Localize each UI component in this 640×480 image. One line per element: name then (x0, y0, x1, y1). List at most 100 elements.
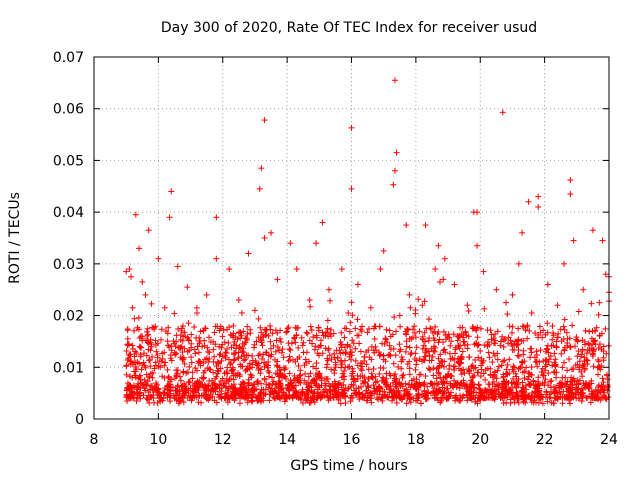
data-point (356, 340, 363, 347)
data-point (561, 359, 568, 366)
data-point (201, 367, 208, 374)
data-point (502, 335, 509, 342)
data-point (561, 347, 568, 354)
data-point (392, 383, 399, 390)
data-point (286, 370, 293, 377)
data-point (523, 364, 530, 371)
data-point (244, 330, 251, 337)
data-point (579, 373, 586, 380)
data-point (148, 300, 155, 307)
data-point (397, 323, 404, 330)
data-point (302, 370, 309, 377)
data-point (161, 362, 168, 369)
data-point (494, 356, 501, 363)
data-point (365, 375, 372, 382)
data-point (286, 353, 293, 360)
data-point (147, 383, 154, 390)
data-point (600, 354, 607, 361)
data-point (393, 328, 400, 335)
data-point (478, 366, 485, 373)
data-point (406, 344, 413, 351)
data-point (475, 354, 482, 361)
data-point (189, 369, 196, 376)
data-point (299, 386, 306, 393)
data-point (457, 324, 464, 331)
data-point (537, 347, 544, 354)
data-point (292, 339, 299, 346)
data-point (477, 373, 484, 380)
data-point (145, 331, 152, 338)
data-point (489, 359, 496, 366)
data-point (480, 370, 487, 377)
data-point (389, 331, 396, 338)
data-point (450, 331, 457, 338)
data-point (273, 337, 280, 344)
data-point (168, 347, 175, 354)
data-point (311, 377, 318, 384)
data-point (499, 358, 506, 365)
data-point (459, 395, 466, 402)
data-point (482, 367, 489, 374)
data-point (446, 350, 453, 357)
data-point (436, 336, 443, 343)
data-point (285, 340, 292, 347)
data-point (360, 377, 367, 384)
data-point (280, 354, 287, 361)
data-point (539, 371, 546, 378)
data-point (550, 368, 557, 375)
data-point (588, 300, 595, 307)
data-point (364, 382, 371, 389)
data-point (175, 325, 182, 332)
data-point (466, 354, 473, 361)
data-point (602, 395, 609, 402)
data-point (197, 328, 204, 335)
data-point (300, 349, 307, 356)
data-point (506, 323, 513, 330)
data-point (497, 342, 504, 349)
data-point (124, 397, 131, 404)
data-point (342, 400, 349, 407)
data-point (138, 366, 145, 373)
data-point (537, 396, 544, 403)
data-point (173, 367, 180, 374)
data-point (452, 380, 459, 387)
data-point (524, 335, 531, 342)
data-point (427, 325, 434, 332)
data-point (426, 352, 433, 359)
data-point (557, 390, 564, 397)
data-point (270, 342, 277, 349)
data-point (459, 394, 466, 401)
data-point (548, 342, 555, 349)
data-point (137, 344, 144, 351)
data-point (377, 351, 384, 358)
data-point (323, 364, 330, 371)
data-point (328, 366, 335, 373)
data-point (564, 342, 571, 349)
data-point (569, 322, 576, 329)
data-point (272, 348, 279, 355)
data-point (457, 367, 464, 374)
data-point (283, 329, 290, 336)
data-point (403, 338, 410, 345)
data-point (382, 335, 389, 342)
data-point (291, 335, 298, 342)
data-point (257, 370, 264, 377)
data-point (306, 358, 313, 365)
data-point (437, 374, 444, 381)
data-point (327, 326, 334, 333)
data-point (492, 337, 499, 344)
data-point (210, 369, 217, 376)
data-point (195, 392, 202, 399)
data-point (257, 335, 264, 342)
data-point (488, 336, 495, 343)
data-point (174, 370, 181, 377)
data-point (430, 347, 437, 354)
data-point (535, 374, 542, 381)
data-point (349, 337, 356, 344)
data-point (165, 374, 172, 381)
data-point (313, 365, 320, 372)
data-point (160, 395, 167, 402)
data-point (178, 383, 185, 390)
data-point (141, 362, 148, 369)
data-point (559, 364, 566, 371)
